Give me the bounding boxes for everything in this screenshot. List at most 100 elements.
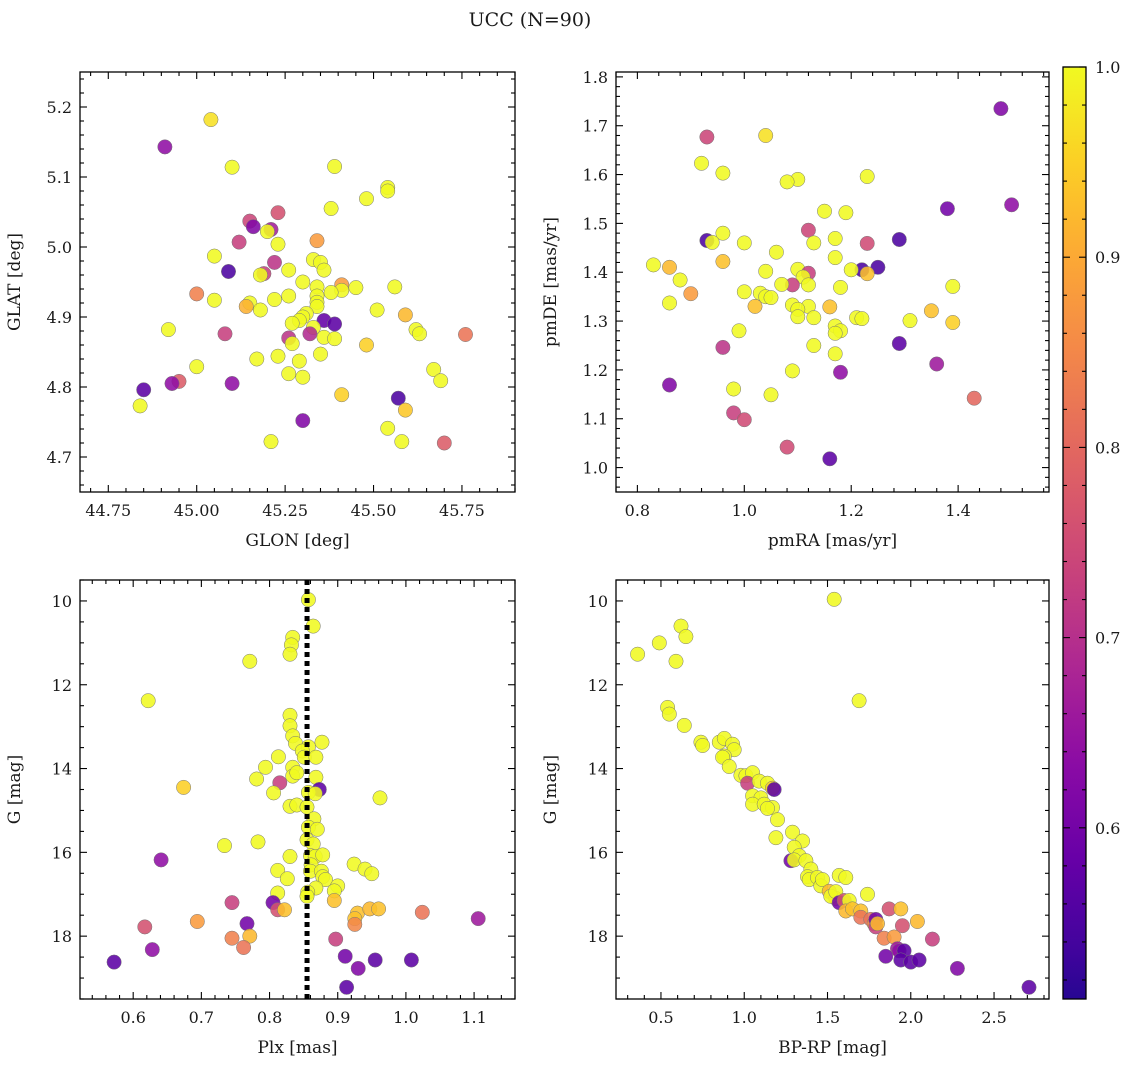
- data-point: [726, 405, 742, 421]
- data-point: [699, 129, 715, 145]
- data-point: [258, 759, 273, 775]
- data-point: [661, 706, 677, 722]
- data-point: [939, 201, 955, 217]
- data-point: [878, 948, 894, 964]
- data-point: [397, 402, 413, 418]
- data-point: [779, 439, 795, 455]
- data-point: [721, 759, 737, 774]
- data-point: [758, 263, 774, 279]
- colorbar-tick-label: 0.8: [1095, 438, 1120, 457]
- data-point: [766, 782, 782, 797]
- data-point: [224, 895, 240, 911]
- colorbar: 0.6 0.7 0.8 0.9 1.0: [1062, 58, 1120, 1000]
- y-tick-label: 1.4: [583, 263, 608, 282]
- data-point: [282, 849, 298, 864]
- points: [106, 580, 486, 999]
- data-point: [277, 902, 292, 918]
- data-point: [281, 262, 297, 278]
- data-point: [339, 979, 355, 995]
- y-tick-label: 5.1: [47, 168, 72, 187]
- data-point: [380, 183, 396, 199]
- data-point: [371, 901, 387, 917]
- data-point: [394, 434, 410, 450]
- data-point: [136, 382, 152, 398]
- data-point: [683, 286, 699, 302]
- data-point: [281, 366, 297, 382]
- y-tick-label: 5.0: [47, 238, 72, 257]
- data-point: [403, 952, 419, 968]
- data-point: [822, 299, 838, 315]
- data-point: [140, 693, 156, 709]
- y-tick-label: 14: [52, 760, 72, 779]
- data-point: [924, 931, 940, 947]
- data-point: [833, 364, 848, 380]
- data-point: [206, 292, 222, 308]
- data-point: [390, 390, 406, 406]
- data-point: [245, 219, 261, 235]
- data-point: [295, 369, 311, 385]
- data-point: [295, 413, 311, 429]
- y-axis-label: pmDE [mas/yr]: [541, 217, 561, 347]
- data-point: [806, 235, 822, 251]
- data-point: [736, 235, 752, 251]
- x-tick-label: 1.1: [461, 1008, 486, 1027]
- data-point: [259, 224, 275, 240]
- data-point: [758, 128, 774, 143]
- data-point: [668, 653, 684, 669]
- data-point: [224, 930, 240, 946]
- data-point: [859, 266, 875, 282]
- data-point: [859, 169, 875, 184]
- data-point: [347, 916, 363, 932]
- data-point: [651, 635, 667, 651]
- data-point: [645, 257, 661, 273]
- colorbar-gradient: [1063, 67, 1086, 999]
- data-point: [270, 749, 286, 765]
- data-point: [397, 307, 413, 323]
- data-point: [827, 346, 843, 362]
- data-point: [267, 254, 282, 270]
- y-tick-label: 12: [588, 676, 608, 695]
- data-point: [327, 316, 343, 332]
- data-point: [694, 155, 709, 171]
- data-point: [350, 960, 366, 976]
- data-point: [891, 232, 907, 247]
- data-point: [249, 771, 265, 787]
- x-axis-label: BP-RP [mag]: [778, 1038, 887, 1058]
- y-axis-label: G [mag]: [5, 755, 25, 824]
- data-point: [302, 326, 318, 342]
- data-point: [313, 346, 328, 362]
- y-tick-label: 18: [588, 927, 608, 946]
- data-point: [695, 738, 711, 753]
- data-point: [279, 871, 295, 887]
- x-tick-label: 45.25: [262, 501, 308, 520]
- data-point: [436, 435, 452, 451]
- data-point: [860, 886, 875, 902]
- y-tick-label: 12: [52, 676, 72, 695]
- x-tick-label: 0.8: [257, 1008, 282, 1027]
- y-tick-label: 1.1: [583, 410, 608, 429]
- data-point: [838, 205, 854, 221]
- data-point: [250, 834, 266, 850]
- x-tick-label: 2.0: [898, 1008, 923, 1027]
- x-tick-label: 45.75: [439, 501, 485, 520]
- data-point: [203, 112, 219, 128]
- y-tick-label: 1.2: [583, 361, 608, 380]
- data-point: [157, 139, 173, 155]
- y-tick-label: 18: [52, 927, 72, 946]
- data-point: [266, 785, 282, 801]
- ticks: [80, 72, 516, 492]
- y-tick-label: 10: [52, 592, 72, 611]
- data-point: [851, 693, 867, 709]
- data-point: [806, 310, 822, 326]
- x-tick-label: 1.0: [393, 1008, 418, 1027]
- data-point: [827, 231, 843, 246]
- x-tick-label: 1.5: [815, 1008, 840, 1027]
- data-point: [309, 299, 325, 314]
- data-point: [106, 954, 122, 970]
- x-tick-label: 2.5: [981, 1008, 1006, 1027]
- data-point: [309, 233, 325, 249]
- y-tick-label: 1.7: [583, 117, 608, 136]
- data-point: [334, 387, 350, 403]
- data-point: [662, 377, 677, 393]
